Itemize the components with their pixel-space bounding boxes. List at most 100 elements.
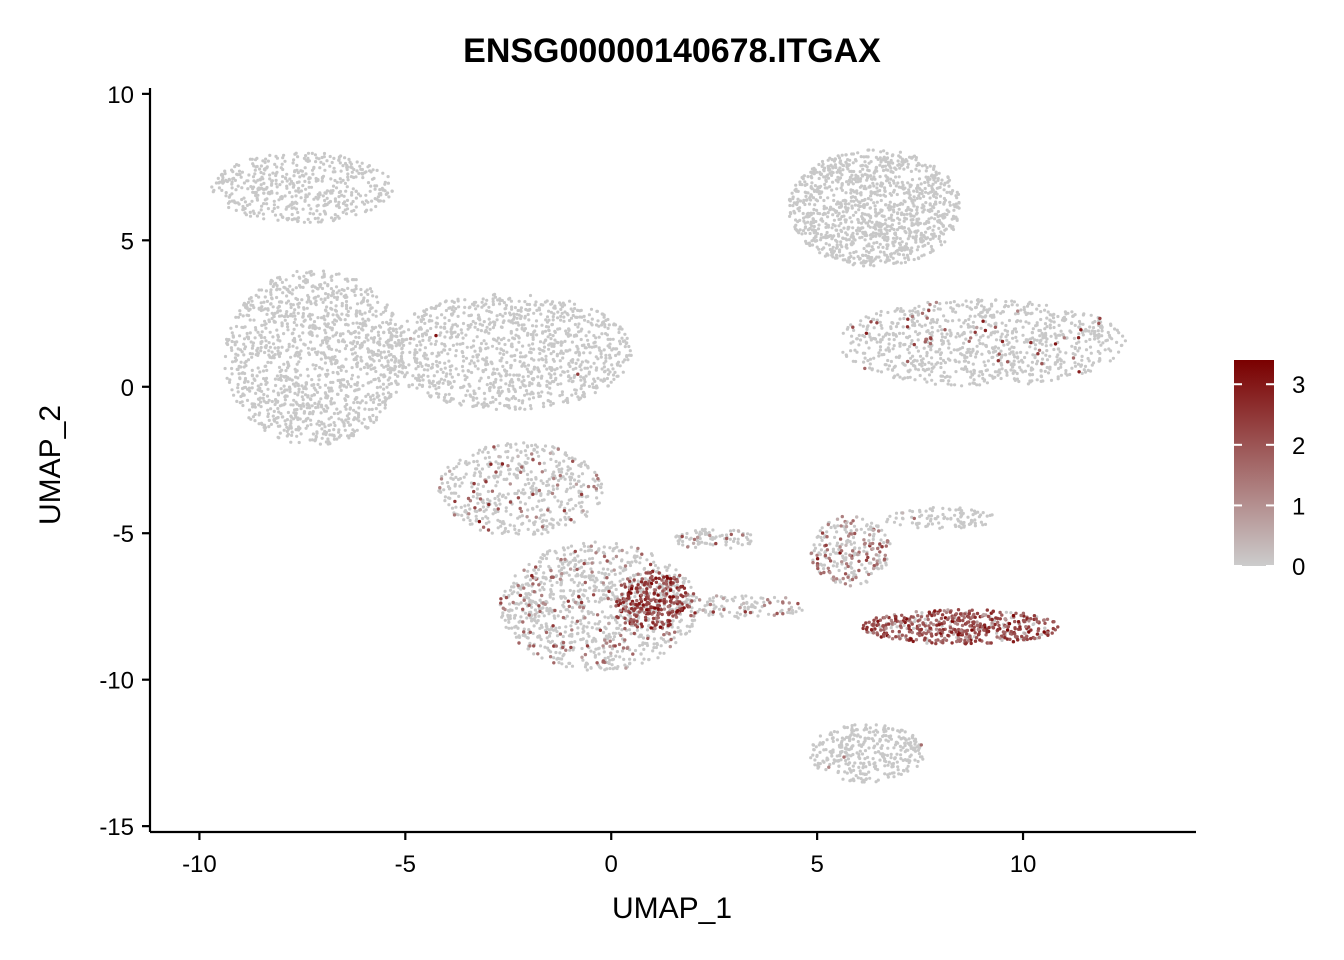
cell-point <box>419 343 423 347</box>
cell-point <box>239 175 243 179</box>
cell-point <box>437 303 441 307</box>
cell-point <box>289 355 293 359</box>
cell-point <box>420 383 425 387</box>
cell-point <box>779 610 783 614</box>
cell-point <box>333 216 337 220</box>
cell-point <box>579 375 583 379</box>
cell-point <box>318 423 322 427</box>
cell-point <box>594 336 598 340</box>
cell-point <box>497 394 502 398</box>
cell-point <box>351 321 355 325</box>
cell-point <box>442 488 446 492</box>
cell-point <box>564 489 568 494</box>
cell-point <box>921 203 925 207</box>
cell-point <box>514 467 519 471</box>
cell-point <box>321 269 326 273</box>
cell-point <box>570 380 574 384</box>
cell-point <box>413 348 417 352</box>
cell-point <box>901 183 905 187</box>
cell-point <box>613 631 618 636</box>
cell-point <box>285 394 289 398</box>
cell-point <box>456 333 460 337</box>
cell-point <box>357 406 361 410</box>
cell-point <box>269 407 273 411</box>
cell-point <box>466 323 470 328</box>
cell-point <box>314 295 318 299</box>
cell-point <box>338 161 342 165</box>
cell-point <box>486 489 490 494</box>
cell-point <box>259 335 263 340</box>
cell-point <box>332 156 336 160</box>
cell-point <box>299 196 303 200</box>
cell-point <box>371 313 375 317</box>
cell-point <box>689 609 693 614</box>
cell-point <box>515 316 519 320</box>
cell-point <box>345 414 349 418</box>
cell-point <box>337 205 341 210</box>
cell-point <box>433 383 437 388</box>
cell-point <box>572 375 576 379</box>
cell-point <box>548 607 552 611</box>
cell-point <box>509 445 513 449</box>
cell-point <box>540 357 544 361</box>
cell-point <box>304 195 308 199</box>
cell-point <box>854 210 858 214</box>
cell-point <box>528 598 532 603</box>
cell-point <box>542 461 546 465</box>
cell-point <box>414 367 418 371</box>
cell-point <box>311 289 315 293</box>
cell-point <box>583 549 587 553</box>
cell-point <box>369 208 373 212</box>
cell-point <box>553 368 557 372</box>
cell-point <box>495 318 499 322</box>
cell-point <box>537 606 541 611</box>
cell-point <box>587 599 591 603</box>
cell-point <box>910 178 915 182</box>
cell-point <box>667 639 671 643</box>
cell-point <box>340 364 344 368</box>
cell-point <box>523 314 527 318</box>
cell-point <box>357 171 361 175</box>
cell-point <box>344 299 349 304</box>
cell-point <box>290 430 294 434</box>
cell-point <box>568 333 573 337</box>
cell-point <box>523 407 527 411</box>
cell-point <box>249 417 253 421</box>
cell-point <box>254 190 258 194</box>
cell-point <box>313 216 317 221</box>
cell-point <box>278 183 282 187</box>
cell-point <box>538 588 542 592</box>
cell-point <box>542 582 547 586</box>
cell-point <box>858 170 862 174</box>
cell-point <box>585 625 589 629</box>
cell-point <box>544 556 549 561</box>
cell-point <box>426 357 430 361</box>
cell-point <box>593 340 597 344</box>
cell-point <box>633 595 637 599</box>
cell-point <box>503 589 507 593</box>
cell-point <box>581 637 585 641</box>
cell-point <box>451 305 455 309</box>
cell-point <box>326 283 330 287</box>
cell-point <box>570 620 574 624</box>
cell-point <box>555 580 559 585</box>
cell-point <box>452 466 456 471</box>
cell-point <box>414 329 418 333</box>
cell-point <box>547 381 552 385</box>
cell-point <box>220 188 224 192</box>
cell-point <box>457 305 461 309</box>
cell-point <box>928 196 932 200</box>
cell-point <box>350 170 354 174</box>
cell-point <box>230 182 234 186</box>
cell-point <box>265 202 269 206</box>
cell-point <box>632 574 636 578</box>
cell-point <box>337 155 341 159</box>
scatter-points <box>210 148 1127 784</box>
cell-point <box>534 324 538 328</box>
cell-point <box>291 303 295 307</box>
cell-point <box>352 401 356 405</box>
cell-point <box>496 444 500 448</box>
cell-point <box>577 489 581 493</box>
cell-point <box>284 278 288 282</box>
cell-point <box>280 280 284 284</box>
